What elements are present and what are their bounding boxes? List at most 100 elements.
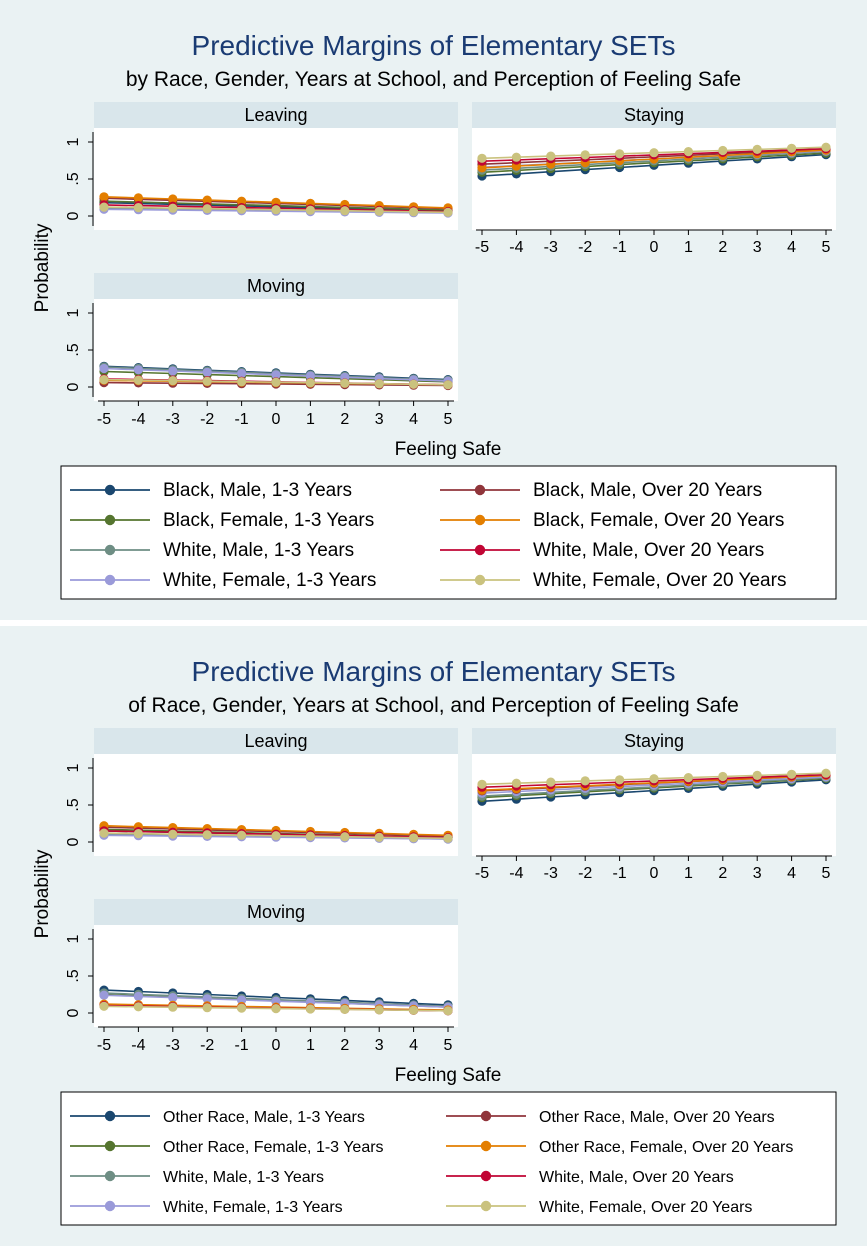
legend-item: White, Male, Over 20 Years xyxy=(446,1169,734,1186)
data-point xyxy=(168,376,178,386)
data-point xyxy=(477,163,487,173)
data-point xyxy=(683,147,694,157)
data-point xyxy=(305,371,315,381)
x-tick-label: -1 xyxy=(612,865,626,882)
x-tick-label: -1 xyxy=(234,411,248,428)
panel-strip xyxy=(472,728,836,754)
x-axis-title: Feeling Safe xyxy=(395,439,502,460)
x-tick-label: 0 xyxy=(650,865,659,882)
panel-strip xyxy=(94,899,458,925)
data-point xyxy=(649,774,659,784)
x-tick-label: 5 xyxy=(444,411,453,428)
data-point xyxy=(340,206,350,216)
data-point xyxy=(271,377,281,387)
data-point xyxy=(202,367,212,377)
series-7 xyxy=(99,375,453,390)
data-point xyxy=(99,363,109,374)
legend-label: Other Race, Male, Over 20 Years xyxy=(539,1109,775,1126)
data-point xyxy=(237,368,247,379)
data-point xyxy=(168,993,178,1003)
data-point xyxy=(340,832,350,842)
data-point xyxy=(615,149,625,159)
legend-item: White, Female, 1-3 Years xyxy=(70,1199,343,1216)
legend-item: Black, Female, Over 20 Years xyxy=(440,510,784,531)
figure-race-other-white: Predictive Margins of Elementary SETs of … xyxy=(0,626,867,1246)
data-point xyxy=(99,375,109,385)
data-point xyxy=(305,831,315,841)
data-point xyxy=(305,1004,315,1014)
x-tick-label: 1 xyxy=(306,1037,315,1054)
legend-item: Other Race, Male, Over 20 Years xyxy=(446,1109,775,1126)
legend-item: White, Male, 1-3 Years xyxy=(70,1169,324,1186)
chart-svg: Predictive Margins of Elementary SETs of … xyxy=(32,656,837,1226)
legend-swatch-marker xyxy=(104,1170,116,1182)
x-tick-label: 0 xyxy=(272,411,281,428)
data-point xyxy=(443,207,453,217)
y-tick-label: 0 xyxy=(65,382,82,391)
x-tick-label: 4 xyxy=(787,239,796,256)
plot-area xyxy=(472,128,836,230)
legend-label: Black, Female, Over 20 Years xyxy=(533,510,784,531)
panel-strip xyxy=(94,102,458,128)
data-point xyxy=(271,1004,281,1014)
legend-swatch-marker xyxy=(480,1140,492,1152)
data-point xyxy=(133,991,143,1001)
data-point xyxy=(271,370,281,380)
x-tick-label: 0 xyxy=(650,239,659,256)
data-point xyxy=(683,773,694,783)
x-tick-label: -5 xyxy=(97,1037,111,1054)
series-7 xyxy=(99,202,453,217)
panel-staying: Staying -5 -4 -3 -2 -1 0 1 2 3 4 5 xyxy=(472,728,836,882)
legend-label: Other Race, Male, 1-3 Years xyxy=(163,1109,365,1126)
legend-item: Other Race, Female, 1-3 Years xyxy=(70,1139,384,1156)
data-point xyxy=(305,378,315,388)
x-tick-label: 5 xyxy=(822,239,831,256)
data-point xyxy=(99,202,109,212)
data-point xyxy=(133,1002,143,1012)
data-point xyxy=(443,1006,453,1016)
x-tick-label: -4 xyxy=(509,239,523,256)
y-tick-label: 0 xyxy=(65,211,82,220)
data-point xyxy=(168,829,178,839)
x-tick-label: -4 xyxy=(509,865,523,882)
data-point xyxy=(615,775,625,785)
panel-label: Moving xyxy=(247,276,305,296)
panel-strip xyxy=(94,728,458,754)
legend-label: White, Female, Over 20 Years xyxy=(539,1199,752,1216)
legend-label: Other Race, Female, 1-3 Years xyxy=(163,1139,384,1156)
legend-item: Black, Male, 1-3 Years xyxy=(70,480,352,501)
x-tick-label: -5 xyxy=(475,865,489,882)
chart-title: Predictive Margins of Elementary SETs xyxy=(192,656,676,687)
x-tick-label: -2 xyxy=(578,865,592,882)
panel-moving: Moving 0 .5 1 -5 -4 -3 -2 -1 0 1 2 3 4 5 xyxy=(65,273,458,428)
data-point xyxy=(271,205,281,215)
figure-race-black-white: Predictive Margins of Elementary SETs by … xyxy=(0,0,867,620)
x-tick-label: 3 xyxy=(375,1037,384,1054)
x-tick-label: 3 xyxy=(375,411,384,428)
panel-label: Moving xyxy=(247,902,305,922)
data-point xyxy=(271,831,281,841)
legend-item: White, Male, Over 20 Years xyxy=(440,540,764,561)
legend-swatch-marker xyxy=(104,544,116,556)
x-tick-label: 1 xyxy=(684,239,693,256)
x-tick-label: 3 xyxy=(753,865,762,882)
data-point xyxy=(133,375,143,385)
legend-label: White, Female, Over 20 Years xyxy=(533,570,786,591)
legend-item: White, Female, Over 20 Years xyxy=(440,570,786,591)
legend-label: Black, Female, 1-3 Years xyxy=(163,510,374,531)
legend-swatch-marker xyxy=(474,484,486,496)
y-axis-title: Probability xyxy=(32,849,53,938)
chart-svg: Predictive Margins of Elementary SETs by … xyxy=(32,30,837,600)
legend-swatch-marker xyxy=(480,1110,492,1122)
x-tick-label: 0 xyxy=(272,1037,281,1054)
legend-label: White, Male, 1-3 Years xyxy=(163,540,354,561)
data-point xyxy=(443,380,453,390)
legend-label: White, Male, 1-3 Years xyxy=(163,1169,324,1186)
data-point xyxy=(237,196,247,206)
legend-label: Black, Male, Over 20 Years xyxy=(533,480,762,501)
legend-label: Black, Male, 1-3 Years xyxy=(163,480,352,501)
y-tick-label: .5 xyxy=(65,969,82,982)
data-point xyxy=(477,779,487,789)
chart-subtitle: by Race, Gender, Years at School, and Pe… xyxy=(126,68,741,91)
chart-title: Predictive Margins of Elementary SETs xyxy=(192,30,676,61)
